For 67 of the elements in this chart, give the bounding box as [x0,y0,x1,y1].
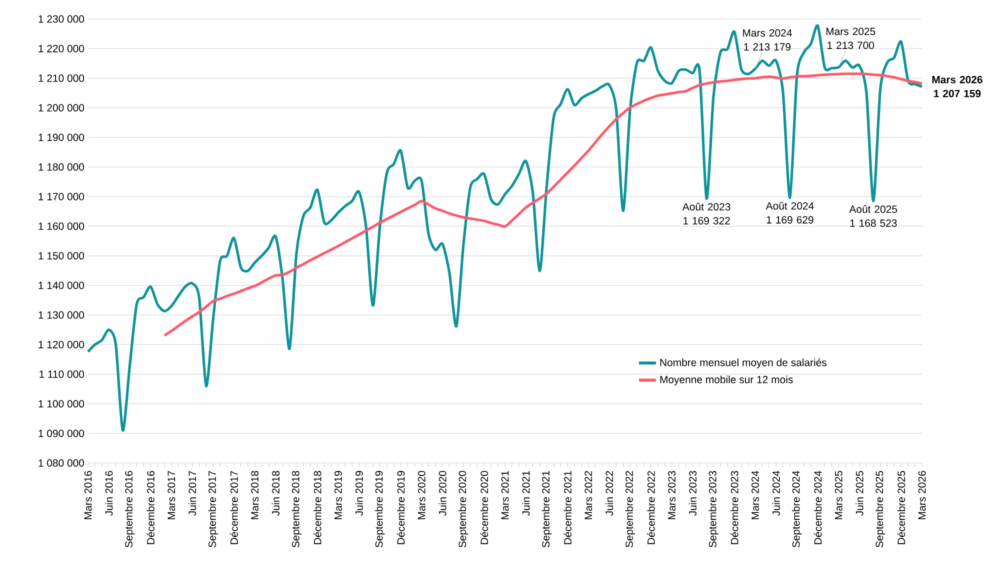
y-tick-label: 1 180 000 [38,163,84,171]
y-tick-label: 1 190 000 [38,134,84,142]
x-tick-label: Décembre 2020 [480,470,488,544]
y-tick-label: 1 120 000 [38,340,84,348]
x-tick-label: Décembre 2022 [647,471,655,544]
x-tick-label: Décembre 2017 [230,471,238,544]
y-tick-label: 1 130 000 [38,311,84,319]
x-tick-label: Juin 2019 [355,471,363,516]
x-tick-label: Juin 2020 [438,470,446,516]
y-tick-label: 1 160 000 [38,222,84,230]
x-tick-label: Mars 2019 [334,471,342,520]
y-tick-label: 1 080 000 [38,459,84,467]
x-tick-label: Décembre 2023 [730,471,738,544]
x-tick-label: Mars 2022 [584,471,592,520]
x-tick-label: Décembre 2019 [396,471,405,544]
y-tick-label: 1 230 000 [38,15,84,23]
x-tick-label: Décembre 2025 [897,470,906,544]
x-tick-label: Juin 2025 [856,470,864,516]
x-tick-label: Mars 2017 [168,471,176,520]
annotation: Mars 2025 1 213 700 [826,28,876,50]
x-tick-label: Septembre 2018 [292,471,302,548]
x-tick-label: Septembre 2020 [458,470,468,548]
legend-label: Moyenne mobile sur 12 mois [660,376,793,386]
x-tick-label: Mars 2021 [501,471,509,520]
x-tick-label: Juin 2023 [688,470,697,516]
x-tick-label: Décembre 2021 [564,471,572,544]
x-tick-label: Décembre 2018 [313,471,322,544]
x-tick-label: Mars 2024 [752,470,759,520]
x-tick-label: Juin 2022 [605,471,614,516]
y-tick-label: 1 100 000 [38,400,84,408]
y-tick-label: 1 170 000 [38,192,84,200]
x-tick-label: Mars 2023 [668,470,676,520]
x-tick-label: Mars 2026 [918,470,926,520]
x-tick-label: Septembre 2016 [124,471,135,548]
x-tick-label: Mars 2025 [834,470,842,520]
text: Mars 2026 1 207 159 [932,76,982,98]
legend-label: Nombre mensuel moyen de salariés [660,358,826,368]
x-tick-label: Mars 2020 [418,470,426,520]
x-tick-label: Juin 2017 [188,471,196,516]
x-tick-label: Septembre 2017 [208,471,218,548]
x-tick-label: Décembre 2024 [814,470,822,544]
x-tick-label: Juin 2018 [272,470,280,516]
line-series [86,24,924,432]
x-tick-label: Juin 2021 [522,471,530,516]
x-tick-label: Mars 2016 [84,470,92,520]
y-tick-label: 1 110 000 [40,370,84,378]
y-tick-label: 1 140 000 [38,282,84,290]
x-tick-label: Décembre 2016 [146,471,154,544]
x-tick-label: Septembre 2021 [542,471,552,548]
annotation: Août 2023 1 169 322 [682,202,730,224]
y-tick-label: 1 210 000 [38,74,84,82]
x-tick-label: Septembre 2023 [708,471,718,548]
x-tick-label: Juin 2024 [772,470,780,516]
line-series [163,72,924,337]
y-tick-label: 1 090 000 [38,430,84,438]
y-tick-label: 1 150 000 [38,252,84,260]
x-tick-label: Septembre 2022 [625,471,635,548]
annotation: Mars 2024 1 213 179 [743,29,792,51]
x-tick-label: Mars 2018 [251,470,259,520]
y-tick-label: 1 200 000 [38,104,84,112]
x-tick-label: Juin 2016 [105,470,113,516]
x-tick-label: Septembre 2019 [375,471,385,548]
y-tick-label: 1 220 000 [38,44,84,52]
x-tick-label: Septembre 2024 [792,470,802,548]
x-tick-label: Septembre 2025 [875,470,886,548]
annotation: Août 2025 1 168 523 [849,205,898,227]
annotation: Août 2024 1 169 629 [766,202,814,224]
